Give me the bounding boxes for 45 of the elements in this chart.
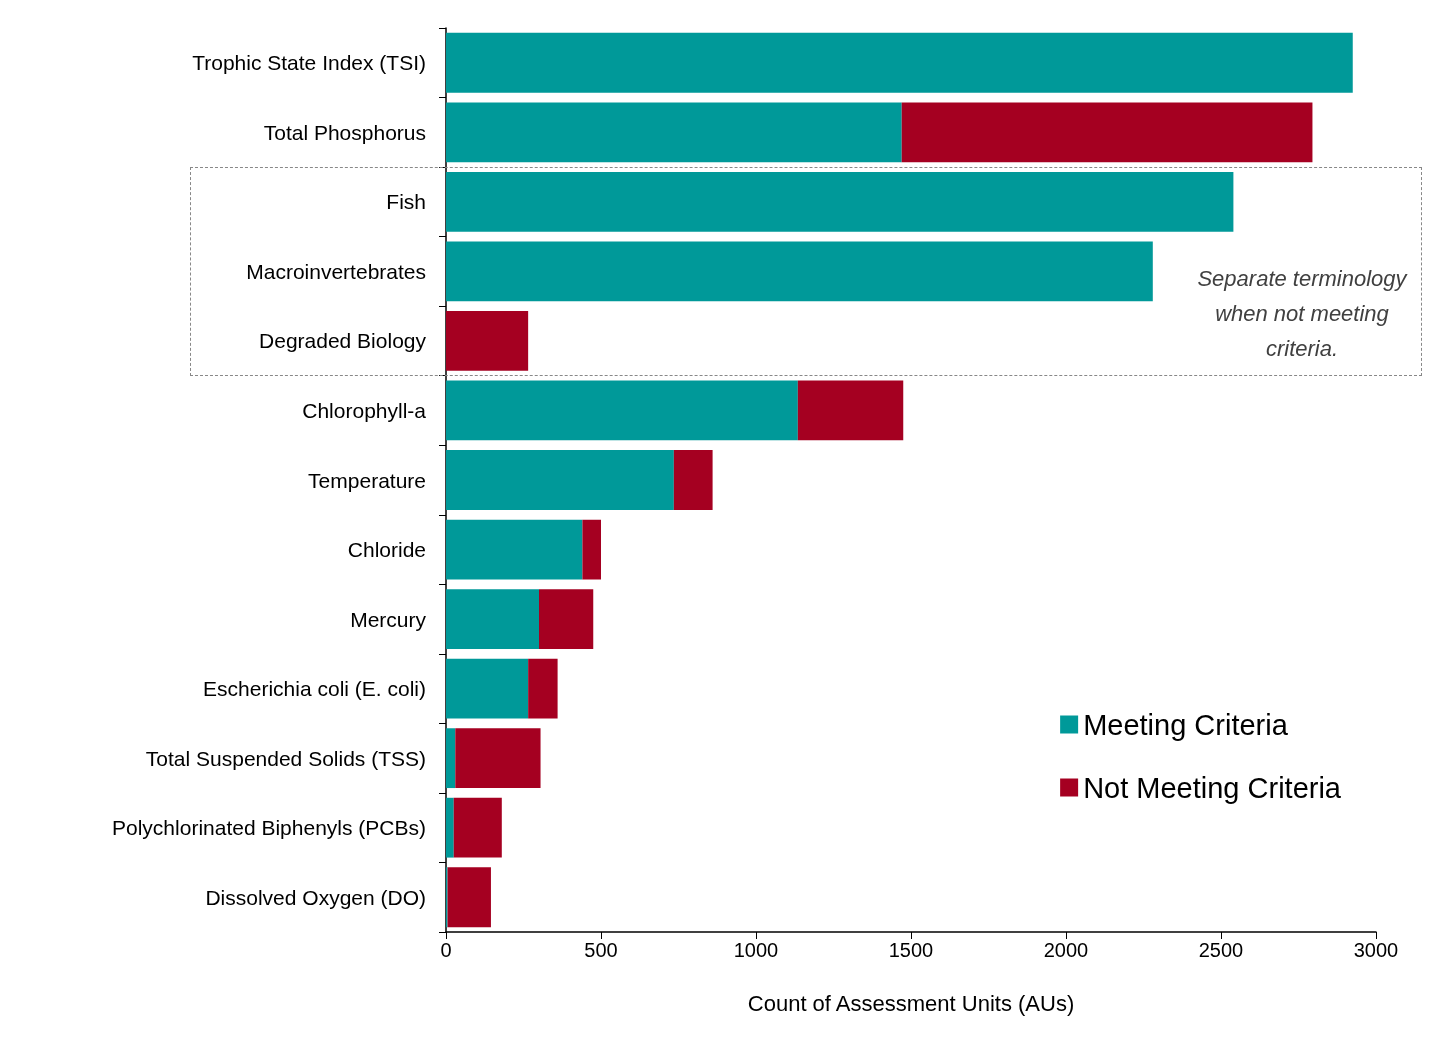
y-tick-label: Mercury	[350, 607, 427, 631]
bar	[446, 450, 674, 510]
y-tick-label: Macroinvertebrates	[246, 259, 426, 283]
bar	[446, 32, 1353, 93]
x-tick-label: 1500	[888, 939, 934, 961]
y-tick-label: Dissolved Oxygen (DO)	[205, 885, 426, 909]
legend-label: Not Meeting Criteria	[1083, 771, 1342, 804]
y-tick-label: Polychlorinated Biphenyls (PCBs)	[112, 816, 426, 840]
bar	[446, 102, 902, 163]
bar	[453, 797, 502, 858]
bar	[446, 797, 454, 858]
y-tick-label: Chloride	[347, 538, 426, 562]
y-tick-label: Escherichia coli (E. coli)	[203, 677, 426, 701]
y-tick-label: Total Suspended Solids (TSS)	[145, 746, 426, 770]
y-tick-label: Total Phosphorus	[263, 120, 426, 144]
bar	[673, 450, 713, 510]
bar	[446, 658, 529, 719]
bar	[446, 589, 539, 649]
x-tick-label: 1000	[733, 939, 779, 961]
bar	[446, 380, 798, 441]
y-tick-label: Fish	[386, 190, 426, 214]
bar	[446, 311, 529, 371]
bar	[446, 171, 1234, 232]
y-tick-label: Trophic State Index (TSI)	[192, 51, 426, 75]
bar	[447, 867, 491, 928]
bar	[901, 102, 1313, 163]
bar	[446, 519, 583, 580]
x-tick-label: 2500	[1198, 939, 1244, 961]
x-tick-label: 500	[584, 939, 618, 961]
legend-label: Meeting Criteria	[1083, 708, 1289, 741]
y-tick-label: Degraded Biology	[259, 329, 427, 353]
x-axis-title: Count of Assessment Units (AUs)	[747, 990, 1075, 1016]
annotation: Separate terminology when not meeting criteria.	[1196, 264, 1409, 363]
x-tick-label: 3000	[1353, 939, 1399, 961]
bar	[446, 728, 456, 789]
bar	[797, 380, 904, 441]
x-tick-label: 0	[440, 939, 452, 961]
y-tick-label: Chlorophyll-a	[302, 398, 427, 422]
x-tick-label: 2000	[1043, 939, 1089, 961]
bar	[455, 728, 541, 789]
y-tick-label: Temperature	[308, 468, 426, 492]
bar	[528, 658, 558, 719]
bar	[446, 241, 1153, 302]
bar	[539, 589, 594, 649]
bar	[582, 519, 601, 580]
